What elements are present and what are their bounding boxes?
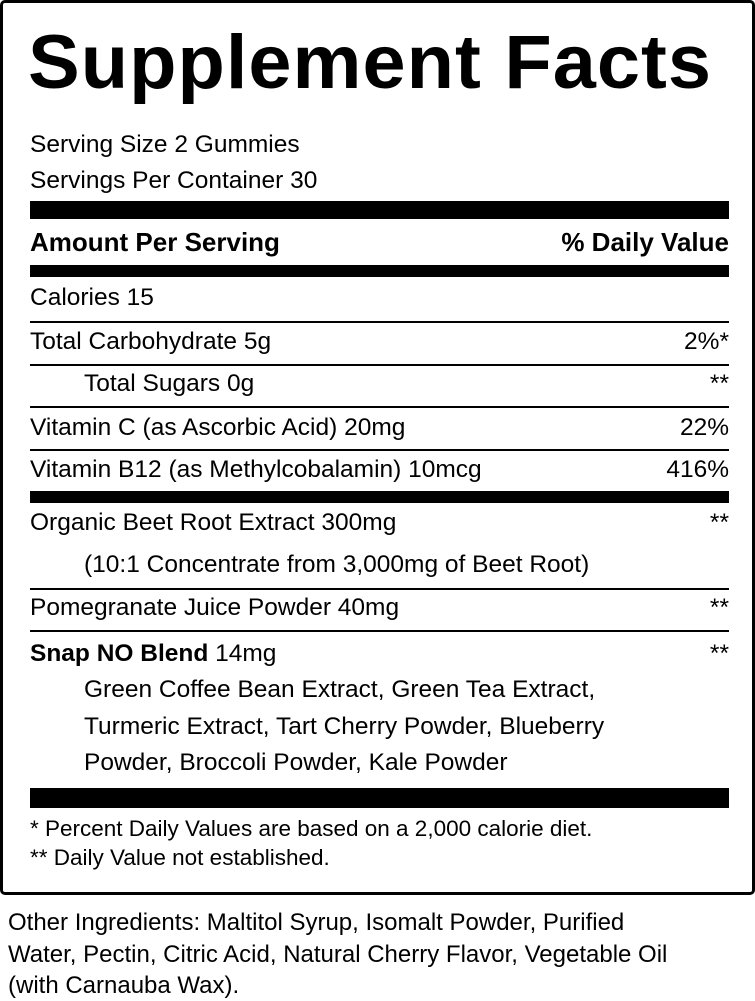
blend-amount: 14mg xyxy=(208,640,277,667)
ingredient-label: Pomegranate Juice Powder 40mg xyxy=(30,594,400,621)
nutrient-label: Vitamin C (as Ascorbic Acid) 20mg xyxy=(30,414,406,441)
nutrient-row-carbohydrate: Total Carbohydrate 5g 2%* xyxy=(30,327,729,357)
thick-divider xyxy=(30,265,729,277)
ingredient-row-pomegranate: Pomegranate Juice Powder 40mg ** xyxy=(30,593,729,623)
nutrient-label: Vitamin B12 (as Methylcobalamin) 10mcg xyxy=(30,456,482,483)
blend-ingredients-line: Green Coffee Bean Extract, Green Tea Ext… xyxy=(84,676,596,703)
thin-divider xyxy=(30,406,729,408)
nutrient-dv: 416% xyxy=(666,456,729,483)
ingredient-label: Organic Beet Root Extract 300mg xyxy=(30,509,397,536)
blend-ingredients-line: Powder, Broccoli Powder, Kale Powder xyxy=(84,749,508,776)
nutrient-row-calories: Calories 15 xyxy=(30,283,729,313)
thin-divider xyxy=(30,630,729,632)
thin-divider xyxy=(30,364,729,366)
blend-ingredients-line: Turmeric Extract, Tart Cherry Powder, Bl… xyxy=(84,713,605,740)
nutrient-row-sugars: Total Sugars 0g ** xyxy=(30,369,729,399)
nutrient-label: Calories 15 xyxy=(30,284,154,311)
nutrient-dv: 2%* xyxy=(684,328,729,355)
nutrient-row-vitamin-c: Vitamin C (as Ascorbic Acid) 20mg 22% xyxy=(30,413,729,443)
blend-name: Snap NO Blend xyxy=(30,640,209,667)
supplement-facts-panel xyxy=(0,0,755,895)
thick-divider xyxy=(30,491,729,503)
thick-divider xyxy=(30,788,729,808)
other-ingredients-line: Water, Pectin, Citric Acid, Natural Cher… xyxy=(8,941,668,968)
thin-divider xyxy=(30,321,729,323)
ingredient-dv: ** xyxy=(709,509,729,536)
footnote-dv-not-established: ** Daily Value not established. xyxy=(30,845,330,870)
nutrient-dv: ** xyxy=(709,370,729,397)
ingredient-dv: ** xyxy=(709,594,729,621)
nutrient-label: Total Carbohydrate 5g xyxy=(30,328,272,355)
other-ingredients-line: Other Ingredients: Maltitol Syrup, Isoma… xyxy=(8,909,625,936)
beet-root-concentrate-note: (10:1 Concentrate from 3,000mg of Beet R… xyxy=(84,551,590,578)
thin-divider xyxy=(30,588,729,590)
nutrient-dv: 22% xyxy=(679,414,729,441)
serving-size: Serving Size 2 Gummies xyxy=(30,131,300,158)
column-header: Amount Per Serving % Daily Value xyxy=(30,227,729,257)
nutrient-row-vitamin-b12: Vitamin B12 (as Methylcobalamin) 10mcg 4… xyxy=(30,455,729,485)
ingredient-row-beet-root: Organic Beet Root Extract 300mg ** xyxy=(30,508,729,538)
amount-per-serving-label: Amount Per Serving xyxy=(30,227,280,257)
ingredient-subnote: (10:1 Concentrate from 3,000mg of Beet R… xyxy=(30,550,729,580)
daily-value-label: % Daily Value xyxy=(561,227,729,257)
panel-title: Supplement Facts xyxy=(28,20,712,105)
footnote-percent-dv: * Percent Daily Values are based on a 2,… xyxy=(30,816,593,841)
blend-dv: ** xyxy=(709,640,729,667)
thin-divider xyxy=(30,449,729,451)
blend-row: Snap NO Blend 14mg ** xyxy=(30,639,729,669)
thick-divider xyxy=(30,201,729,219)
other-ingredients-line: (with Carnauba Wax). xyxy=(8,972,240,999)
servings-per-container: Servings Per Container 30 xyxy=(30,167,318,194)
nutrient-label: Total Sugars 0g xyxy=(84,370,255,397)
